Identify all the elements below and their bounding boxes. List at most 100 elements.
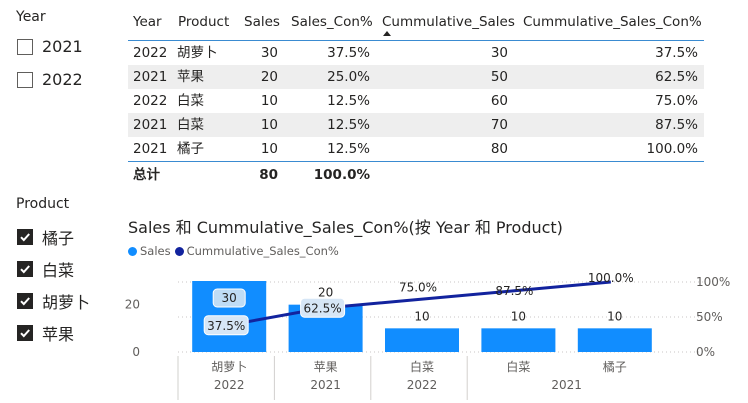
column-header[interactable]: Cummulative_Sales_Con% [523, 14, 702, 30]
legend-item-sales[interactable]: Sales [128, 244, 171, 258]
table-cell: 白菜 [177, 117, 204, 133]
legend-label-sales: Sales [140, 244, 171, 258]
year-slicer-item-1[interactable]: 2022 [17, 70, 83, 89]
total-sales-con: 100.0% [313, 167, 370, 183]
checkbox-checked-icon[interactable] [17, 261, 33, 277]
year-slicer-item-0[interactable]: 2021 [17, 37, 83, 56]
line-data-label: 87.5% [495, 284, 533, 298]
table-cell: 75.0% [655, 93, 698, 109]
bar [192, 281, 267, 352]
table-cell: 87.5% [655, 117, 698, 133]
table-cell: 2022 [133, 45, 168, 61]
table-cell: 37.5% [327, 45, 370, 61]
table-cell: 苹果 [177, 69, 204, 85]
bar-data-label: 20 [318, 286, 333, 300]
y-axis-right-tick: 100% [696, 275, 730, 289]
data-label-box [300, 297, 346, 318]
column-header[interactable]: Year [133, 14, 162, 30]
x-axis-tick: 苹果 [314, 360, 338, 374]
table-header-row: Year Product Sales Sales_Con% Cummulative_Sa… [128, 8, 704, 36]
table-cell: 60 [490, 93, 508, 109]
slicer-title-product: Product [16, 196, 70, 212]
table-cell: 白菜 [177, 93, 204, 109]
table-row: 2021 白菜 10 12.5% 70 87.5% [128, 113, 704, 137]
table-cell: 10 [260, 141, 278, 157]
sort-ascending-icon[interactable] [383, 31, 391, 36]
bar [288, 304, 363, 352]
table-cell: 12.5% [327, 117, 370, 133]
product-slicer-item-2[interactable]: 胡萝卜 [17, 289, 90, 313]
table-cell: 2022 [133, 93, 168, 109]
total-divider [128, 161, 704, 162]
column-header[interactable]: Sales [244, 14, 280, 30]
table-cell: 胡萝卜 [177, 45, 218, 61]
table-row: 2022 胡萝卜 30 37.5% 30 37.5% [128, 41, 704, 65]
x-axis-tick: 白菜 [506, 359, 530, 374]
line-data-label: 62.5% [304, 301, 342, 315]
x-axis-group-label: 2022 [407, 378, 438, 392]
table-total-row: 总计 80 100.0% [128, 163, 704, 187]
product-slicer-item-3[interactable]: 苹果 [17, 321, 74, 345]
bar-data-label: 30 [222, 291, 237, 305]
table-cell: 12.5% [327, 141, 370, 157]
data-label-box [212, 288, 246, 308]
line-data-label: 75.0% [399, 281, 437, 295]
bar [577, 328, 652, 352]
bar-data-label: 10 [607, 309, 622, 323]
x-axis-group-label: 2021 [310, 378, 341, 392]
line-data-label: 37.5% [207, 319, 245, 333]
y-axis-left-tick: 0 [132, 345, 140, 359]
checkbox-checked-icon[interactable] [17, 229, 33, 245]
product-slicer-item-1[interactable]: 白菜 [17, 257, 74, 281]
table-cell: 2021 [133, 69, 168, 85]
x-axis-group-label: 2021 [551, 378, 582, 392]
product-slicer-item-0[interactable]: 橘子 [17, 225, 74, 249]
table-cell: 25.0% [327, 69, 370, 85]
series-line [224, 280, 611, 328]
table-cell: 70 [490, 117, 508, 133]
table-cell: 2021 [133, 117, 168, 133]
checkbox-unchecked-icon[interactable] [17, 38, 33, 55]
table-row: 2021 苹果 20 25.0% 50 62.5% [128, 65, 704, 89]
slicer-title-year: Year [16, 9, 46, 25]
column-header[interactable]: Product [178, 14, 230, 30]
x-axis-tick: 胡萝卜 [211, 360, 247, 374]
column-header[interactable]: Cummulative_Sales [382, 14, 515, 30]
x-axis-group-label: 2022 [214, 378, 245, 392]
total-sales: 80 [259, 167, 278, 183]
table-cell: 37.5% [655, 45, 698, 61]
chart-title: Sales 和 Cummulative_Sales_Con%(按 Year 和 … [128, 218, 563, 237]
bar-data-label: 10 [414, 309, 429, 323]
product-slicer-item-label: 橘子 [42, 229, 75, 248]
table-cell: 80 [490, 141, 508, 157]
checkbox-checked-icon[interactable] [17, 325, 33, 341]
legend-item-cumulative[interactable]: Cummulative_Sales_Con% [174, 244, 339, 258]
x-axis-tick: 橘子 [603, 359, 627, 374]
checkbox-checked-icon[interactable] [17, 293, 33, 309]
year-slicer-item-label: 2021 [42, 37, 83, 56]
checkbox-unchecked-icon[interactable] [17, 71, 33, 88]
table-cell: 橘子 [177, 141, 204, 157]
legend-label-cumulative: Cummulative_Sales_Con% [186, 244, 339, 258]
line-data-label: 100.0% [588, 271, 634, 285]
bar [481, 328, 556, 352]
table-cell: 10 [260, 117, 278, 133]
product-slicer-item-label: 胡萝卜 [42, 293, 91, 312]
y-axis-right-tick: 50% [696, 310, 723, 324]
table-cell: 100.0% [646, 141, 698, 157]
table-cell: 10 [260, 93, 278, 109]
table-cell: 12.5% [327, 93, 370, 109]
table-cell: 2021 [133, 141, 168, 157]
table-cell: 62.5% [655, 69, 698, 85]
year-slicer-item-label: 2022 [42, 70, 83, 89]
product-slicer-item-label: 苹果 [42, 325, 75, 344]
table-row: 2022 白菜 10 12.5% 60 75.0% [128, 89, 704, 113]
column-header[interactable]: Sales_Con% [291, 14, 373, 30]
table-cell: 20 [260, 69, 278, 85]
table-cell: 30 [490, 45, 508, 61]
data-label-box [203, 315, 249, 336]
bar [385, 328, 459, 352]
y-axis-right-tick: 0% [696, 345, 715, 359]
header-divider [128, 40, 704, 41]
table-cell: 50 [490, 69, 508, 85]
